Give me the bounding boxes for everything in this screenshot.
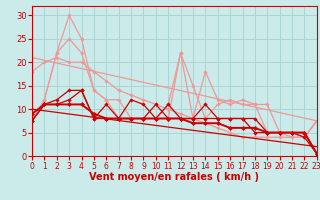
- X-axis label: Vent moyen/en rafales ( km/h ): Vent moyen/en rafales ( km/h ): [89, 172, 260, 182]
